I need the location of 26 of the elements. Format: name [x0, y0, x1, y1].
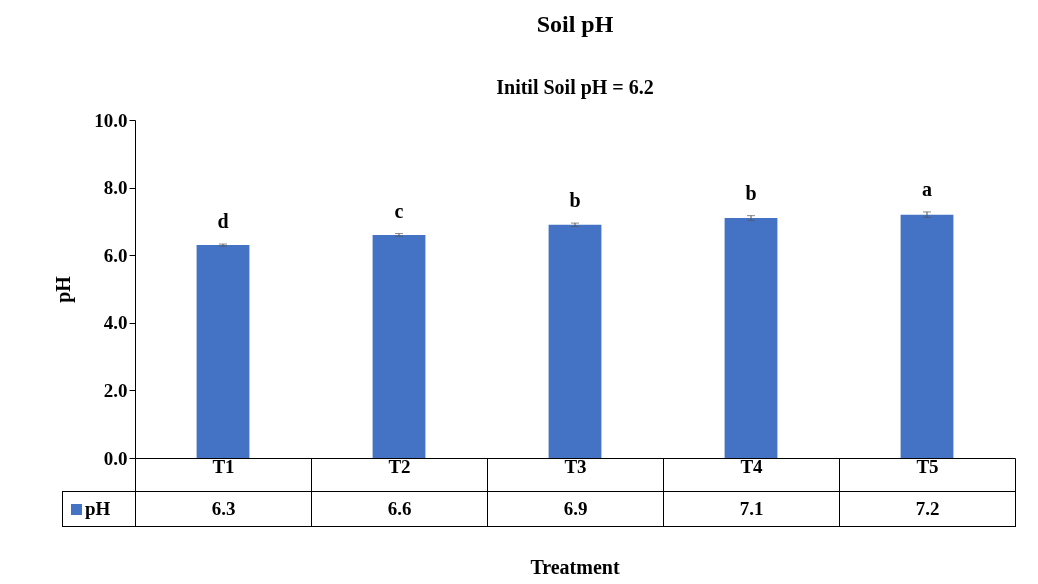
x-tick-label: T4 [740, 455, 764, 477]
y-tick-label: 0.0 [103, 447, 128, 469]
annotation: d [217, 210, 229, 233]
data-label: 6.6 [311, 491, 488, 527]
data-label: 7.2 [839, 491, 1016, 527]
data-label: 7.1 [663, 491, 840, 527]
chart-title: Soil pH [536, 11, 614, 37]
data-label: 6.9 [487, 491, 664, 527]
y-tick-label: 10.0 [94, 109, 128, 131]
x-axis-title: Treatment [529, 556, 621, 579]
y-tick-label: 8.0 [103, 177, 128, 199]
x-tick-label: T3 [564, 455, 587, 477]
annotation: a [922, 177, 932, 200]
annotation: b [569, 189, 581, 212]
chart-subtitle: Initil Soil pH = 6.2 [496, 76, 654, 99]
y-tick-label: 2.0 [103, 379, 128, 401]
data-label: 6.3 [135, 491, 312, 527]
y-tick-label: 4.0 [103, 312, 128, 334]
y-tick-label: 6.0 [103, 244, 128, 266]
annotation: c [394, 199, 404, 222]
x-tick-label: T1 [212, 455, 235, 477]
y-axis-title: pH [52, 275, 76, 303]
x-tick-label: T5 [916, 455, 939, 477]
annotation: b [745, 181, 757, 204]
x-tick-label: T2 [388, 455, 411, 477]
legend-label: pH [62, 491, 136, 527]
